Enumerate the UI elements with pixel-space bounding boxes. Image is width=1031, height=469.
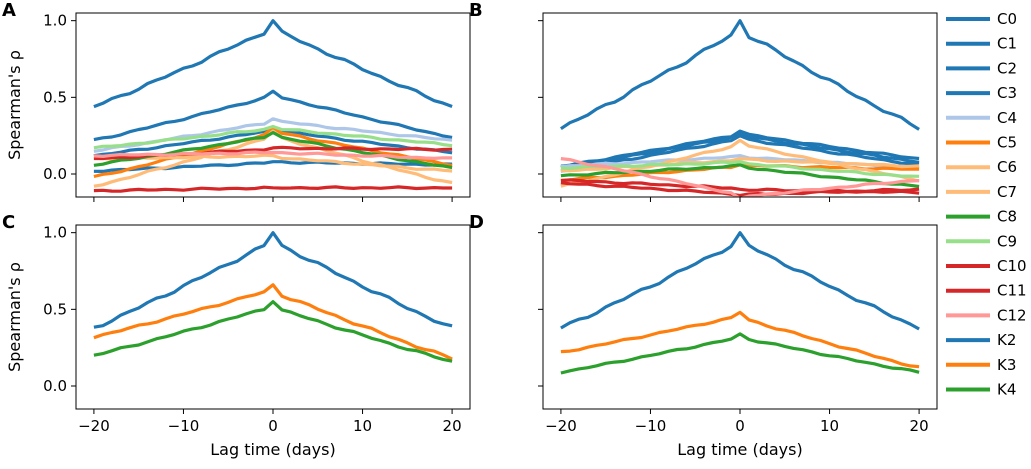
panel-B: B — [469, 0, 938, 202]
legend-entry-C4: C4 — [946, 109, 1017, 127]
y-tick-label: 0.0 — [43, 377, 67, 395]
panel-D: −20 −10 0 10 20 D Lag time (days) — [469, 212, 938, 459]
x-tick-label: 0 — [268, 417, 278, 435]
legend-label: C2 — [997, 59, 1017, 77]
series-line-K2 — [560, 231, 920, 331]
legend-label: C12 — [997, 306, 1027, 324]
legend-entry-C2: C2 — [946, 59, 1017, 77]
series-line-K4 — [93, 300, 453, 363]
legend-label: C1 — [997, 35, 1017, 53]
x-tick-label: −10 — [168, 417, 200, 435]
series-line-C8 — [560, 163, 920, 189]
series-line-C9 — [560, 160, 920, 178]
axes-frame — [542, 224, 938, 410]
x-tick-label: 10 — [353, 417, 372, 435]
y-tick-label: 0.5 — [43, 300, 67, 318]
x-tick-label: −20 — [78, 417, 110, 435]
x-tick-label: 20 — [443, 417, 462, 435]
legend-entry-C0: C0 — [946, 10, 1017, 28]
series-group — [560, 231, 920, 375]
legend-entry-C10: C10 — [946, 257, 1027, 275]
legend-entry-C5: C5 — [946, 134, 1017, 152]
series-line-K3 — [93, 283, 453, 361]
legend-label: K2 — [997, 331, 1016, 349]
y-tick-label: 0.5 — [43, 88, 67, 106]
series-line-C7 — [93, 153, 453, 173]
legend-entry-C11: C11 — [946, 282, 1027, 300]
series-line-C2 — [560, 131, 920, 170]
legend-label: C11 — [997, 282, 1027, 300]
series-line-C0 — [93, 19, 453, 109]
panel-C: −20 −10 0 10 20 0.0 0.5 1.0 C Spearman's ρ Lag tim… — [2, 212, 471, 459]
axes-frame — [75, 224, 471, 410]
series-line-C3 — [560, 134, 920, 173]
legend-entry-K4: K4 — [946, 381, 1016, 399]
legend-label: C3 — [997, 84, 1017, 102]
series-line-C9 — [93, 124, 453, 150]
x-axis-label: Lag time (days) — [210, 440, 335, 459]
panel-letter: D — [469, 212, 484, 233]
legend: C0 C1 C2 C3 C4 C5 C6 C7 C8 C9 C10 C11 C12 K2 K3 K4 — [946, 10, 1027, 399]
series-line-K2 — [93, 231, 453, 329]
legend-entry-C1: C1 — [946, 35, 1017, 53]
x-tick-label: 10 — [820, 417, 839, 435]
legend-entry-K3: K3 — [946, 356, 1016, 374]
legend-entry-K2: K2 — [946, 331, 1016, 349]
series-group — [93, 19, 453, 193]
series-line-C0 — [560, 19, 920, 131]
legend-entry-C3: C3 — [946, 84, 1017, 102]
legend-label: C5 — [997, 134, 1017, 152]
legend-label: K3 — [997, 356, 1016, 374]
series-line-C11 — [93, 185, 453, 193]
legend-entry-C12: C12 — [946, 306, 1027, 324]
y-tick-label: 1.0 — [43, 12, 67, 30]
legend-label: C9 — [997, 232, 1017, 250]
legend-label: C10 — [997, 257, 1027, 275]
legend-entry-C6: C6 — [946, 158, 1017, 176]
series-line-K4 — [560, 332, 920, 375]
panel-A: 0.0 0.5 1.0 A Spearman's ρ — [2, 0, 471, 202]
panel-letter: C — [2, 212, 15, 233]
legend-entry-C7: C7 — [946, 183, 1017, 201]
y-axis-label: Spearman's ρ — [5, 50, 24, 160]
series-line-C1 — [93, 89, 453, 142]
legend-label: C0 — [997, 10, 1017, 28]
x-axis-label: Lag time (days) — [677, 440, 802, 459]
y-tick-label: 1.0 — [43, 224, 67, 242]
series-group — [93, 231, 453, 363]
panel-letter: A — [2, 0, 16, 21]
panel-letter: B — [469, 0, 483, 21]
series-line-C12 — [560, 157, 920, 197]
legend-label: C8 — [997, 208, 1017, 226]
series-line-C12 — [93, 150, 453, 160]
legend-label: C4 — [997, 109, 1017, 127]
legend-label: K4 — [997, 381, 1016, 399]
x-tick-label: −10 — [635, 417, 667, 435]
series-line-C2 — [93, 160, 453, 173]
series-line-K3 — [560, 310, 920, 369]
series-group — [560, 19, 920, 197]
x-tick-label: −20 — [545, 417, 577, 435]
legend-entry-C9: C9 — [946, 232, 1017, 250]
series-line-C11 — [560, 181, 920, 197]
y-tick-label: 0.0 — [43, 165, 67, 183]
y-axis-label: Spearman's ρ — [5, 262, 24, 372]
x-tick-label: 20 — [910, 417, 929, 435]
legend-label: C7 — [997, 183, 1017, 201]
x-tick-label: 0 — [735, 417, 745, 435]
legend-label: C6 — [997, 158, 1017, 176]
legend-entry-C8: C8 — [946, 208, 1017, 226]
